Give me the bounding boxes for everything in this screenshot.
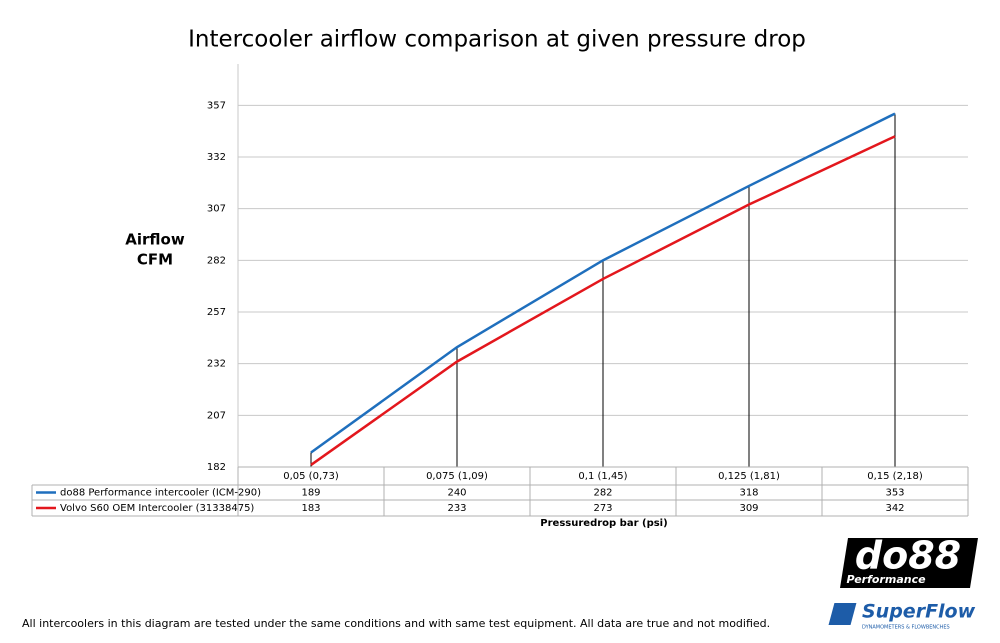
y-axis-label: CFM: [137, 251, 173, 269]
series-line: [310, 135, 896, 466]
y-tick-label: 307: [207, 204, 226, 215]
table-value: 309: [739, 503, 758, 514]
y-tick-label: 357: [207, 100, 226, 111]
y-axis-label: Airflow: [125, 231, 185, 249]
y-tick-label: 332: [207, 152, 226, 163]
table-value: 353: [885, 488, 904, 499]
table-value: 273: [593, 503, 612, 514]
y-tick-label: 282: [207, 255, 226, 266]
table-value: 189: [301, 488, 320, 499]
x-axis-label: Pressuredrop bar (psi): [540, 518, 667, 529]
table-value: 342: [885, 503, 904, 514]
logo-do88: do88 Performance: [840, 534, 978, 588]
table-value: 233: [447, 503, 466, 514]
y-tick-label: 257: [207, 307, 226, 318]
x-tick-label: 0,075 (1,09): [426, 471, 488, 482]
table-value: 318: [739, 488, 758, 499]
logo-text: do88: [855, 534, 961, 578]
y-tick-label: 207: [207, 410, 226, 421]
table-value: 183: [301, 503, 320, 514]
logo-text: DYNAMOMETERS & FLOWBENCHES: [862, 625, 950, 631]
legend-label: Volvo S60 OEM Intercooler (31338475): [60, 503, 254, 514]
logo-text: SuperFlow: [862, 601, 976, 623]
table-value: 282: [593, 488, 612, 499]
x-tick-label: 0,15 (2,18): [867, 471, 923, 482]
footer-note: All intercoolers in this diagram are tes…: [22, 617, 770, 630]
logo-text: Performance: [846, 573, 926, 586]
logo-superflow: SuperFlow DYNAMOMETERS & FLOWBENCHES: [828, 601, 976, 631]
table-value: 240: [447, 488, 466, 499]
y-tick-label: 232: [207, 359, 226, 370]
chart-title: Intercooler airflow comparison at given …: [188, 27, 806, 53]
x-tick-label: 0,125 (1,81): [718, 471, 780, 482]
x-tick-label: 0,05 (0,73): [283, 471, 339, 482]
y-tick-label: 182: [207, 462, 226, 473]
series-line: [310, 112, 896, 454]
legend-label: do88 Performance intercooler (ICM-290): [60, 488, 261, 499]
x-tick-label: 0,1 (1,45): [578, 471, 627, 482]
